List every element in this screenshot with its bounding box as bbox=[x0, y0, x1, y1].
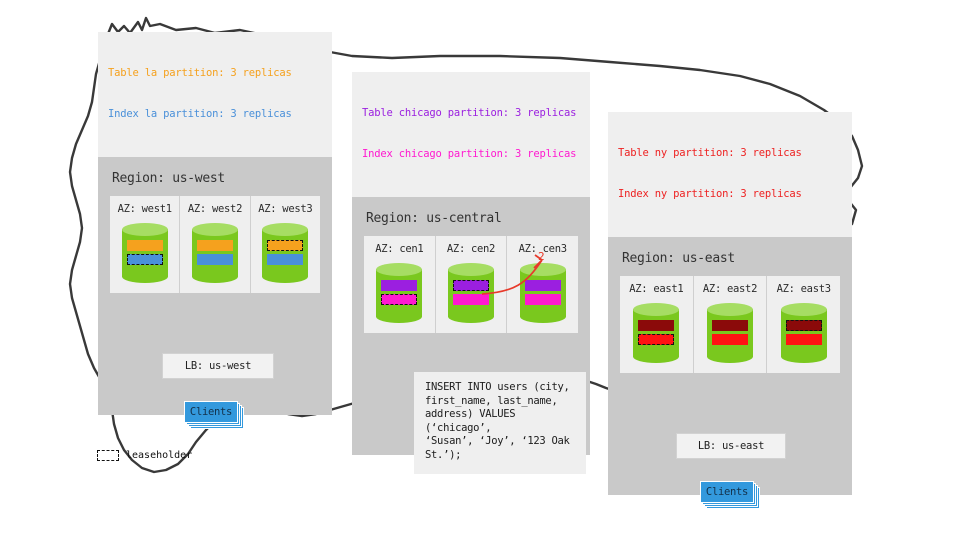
cylinder-top bbox=[780, 303, 827, 316]
region-body-us-west: Region: us-west AZ: west1 AZ: west2 bbox=[98, 157, 332, 429]
partition-legend-us-east: Table ny partition: 3 replicas Index ny … bbox=[608, 112, 852, 237]
replica-band-table bbox=[126, 240, 163, 251]
clients-label: Clients bbox=[705, 486, 749, 498]
cylinder-top bbox=[448, 263, 494, 276]
az-cell-west1[interactable]: AZ: west1 bbox=[110, 196, 181, 293]
cylinder-top bbox=[191, 223, 238, 236]
cylinder-top bbox=[121, 223, 168, 236]
az-row-us-west: AZ: west1 AZ: west2 bbox=[110, 196, 320, 293]
replica-band-index bbox=[267, 254, 304, 265]
replica-band-table bbox=[381, 280, 418, 291]
replica-band-index bbox=[453, 294, 489, 305]
cylinder-top bbox=[376, 263, 423, 276]
db-node-cen3[interactable] bbox=[519, 263, 566, 323]
partition-legend-line-table: Table chicago partition: 3 replicas bbox=[362, 107, 577, 119]
cylinder-top bbox=[262, 223, 309, 236]
cylinder-body bbox=[707, 309, 753, 357]
replica-band-table bbox=[196, 240, 233, 251]
cylinder-body bbox=[448, 269, 494, 317]
clients-card-front bbox=[184, 401, 238, 423]
db-node-west1[interactable] bbox=[121, 223, 168, 283]
cylinder-body bbox=[191, 229, 238, 277]
leaseholder-legend: leaseholder bbox=[97, 450, 192, 461]
replica-band-table bbox=[712, 320, 748, 331]
az-cell-west3[interactable]: AZ: west3 bbox=[251, 196, 320, 293]
cylinder-body bbox=[262, 229, 309, 277]
replica-band-index-leaseholder bbox=[638, 334, 675, 345]
clients-us-west[interactable]: Clients bbox=[184, 401, 244, 429]
az-cell-west2[interactable]: AZ: west2 bbox=[180, 196, 251, 293]
az-label-west3: AZ: west3 bbox=[258, 203, 313, 215]
replica-band-table-leaseholder bbox=[453, 280, 489, 291]
dashed-rect-icon bbox=[97, 450, 119, 461]
region-body-us-east: Region: us-east AZ: east1 AZ: east2 bbox=[608, 237, 852, 509]
partition-legend-line-table: Table la partition: 3 replicas bbox=[108, 67, 292, 79]
arrow-step-label-2: 2 bbox=[538, 250, 545, 263]
az-cell-east2[interactable]: AZ: east2 bbox=[694, 276, 768, 373]
clients-card-front bbox=[700, 481, 754, 503]
db-node-west3[interactable] bbox=[262, 223, 309, 283]
region-title-us-east: Region: us-east bbox=[622, 251, 735, 266]
partition-legend-us-west: Table la partition: 3 replicas Index la … bbox=[98, 32, 332, 157]
sql-insert-statement: INSERT INTO users (city, first_name, las… bbox=[414, 372, 586, 474]
region-panel-us-east: Table ny partition: 3 replicas Index ny … bbox=[608, 112, 852, 509]
replica-band-index bbox=[785, 334, 822, 345]
partition-legend-line-index: Index chicago partition: 3 replicas bbox=[362, 147, 577, 160]
az-label-east1: AZ: east1 bbox=[629, 283, 684, 295]
az-label-cen2: AZ: cen2 bbox=[446, 243, 496, 255]
replica-band-table bbox=[524, 280, 561, 291]
cylinder-body bbox=[376, 269, 423, 317]
replica-band-table bbox=[638, 320, 675, 331]
az-cell-east3[interactable]: AZ: east3 bbox=[767, 276, 840, 373]
replica-band-index bbox=[712, 334, 748, 345]
replica-band-index bbox=[524, 294, 561, 305]
partition-legend-us-central: Table chicago partition: 3 replicas Inde… bbox=[352, 72, 590, 197]
partition-legend-line-index: Index la partition: 3 replicas bbox=[108, 107, 292, 120]
load-balancer-us-west[interactable]: LB: us-west bbox=[162, 353, 274, 379]
cylinder-top bbox=[707, 303, 753, 316]
az-row-us-central: AZ: cen1 AZ: cen2 bbox=[364, 236, 578, 333]
replica-band-table-leaseholder bbox=[267, 240, 304, 251]
partition-legend-line-table: Table ny partition: 3 replicas bbox=[618, 147, 802, 159]
db-node-east3[interactable] bbox=[780, 303, 827, 363]
region-title-us-central: Region: us-central bbox=[366, 211, 502, 226]
replica-band-table-leaseholder bbox=[785, 320, 822, 331]
cylinder-body bbox=[121, 229, 168, 277]
region-title-us-west: Region: us-west bbox=[112, 171, 225, 186]
cylinder-body bbox=[633, 309, 680, 357]
cylinder-body bbox=[780, 309, 827, 357]
az-label-west2: AZ: west2 bbox=[187, 203, 243, 215]
cylinder-top bbox=[633, 303, 680, 316]
az-label-west1: AZ: west1 bbox=[117, 203, 173, 215]
clients-label: Clients bbox=[189, 406, 233, 418]
replica-band-index bbox=[196, 254, 233, 265]
region-panel-us-west: Table la partition: 3 replicas Index la … bbox=[98, 32, 332, 429]
az-cell-east1[interactable]: AZ: east1 bbox=[620, 276, 694, 373]
replica-band-index-leaseholder bbox=[126, 254, 163, 265]
az-label-east2: AZ: east2 bbox=[702, 283, 758, 295]
db-node-cen1[interactable] bbox=[376, 263, 423, 323]
az-cell-cen2[interactable]: AZ: cen2 bbox=[436, 236, 508, 333]
cylinder-top bbox=[519, 263, 566, 276]
az-cell-cen1[interactable]: AZ: cen1 bbox=[364, 236, 436, 333]
az-label-cen3: AZ: cen3 bbox=[518, 243, 567, 255]
leaseholder-legend-label: leaseholder bbox=[126, 450, 193, 461]
db-node-west2[interactable] bbox=[191, 223, 238, 283]
clients-us-east[interactable]: Clients bbox=[700, 481, 760, 509]
load-balancer-us-east[interactable]: LB: us-east bbox=[676, 433, 786, 459]
partition-legend-line-index: Index ny partition: 3 replicas bbox=[618, 187, 802, 200]
cylinder-body bbox=[519, 269, 566, 317]
replica-band-index-leaseholder bbox=[381, 294, 418, 305]
db-node-east2[interactable] bbox=[707, 303, 753, 363]
db-node-east1[interactable] bbox=[633, 303, 680, 363]
az-label-cen1: AZ: cen1 bbox=[375, 243, 424, 255]
db-node-cen2[interactable] bbox=[448, 263, 494, 323]
az-label-east3: AZ: east3 bbox=[776, 283, 832, 295]
az-row-us-east: AZ: east1 AZ: east2 bbox=[620, 276, 840, 373]
